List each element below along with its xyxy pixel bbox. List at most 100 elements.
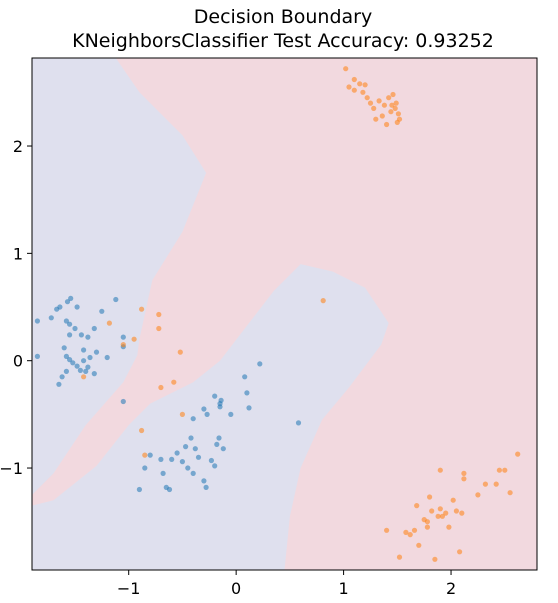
point-class-0 (214, 441, 220, 447)
point-class-1 (343, 66, 349, 72)
point-class-1 (384, 121, 390, 128)
point-class-1 (414, 503, 420, 509)
x-tick-label: 0 (231, 579, 241, 598)
point-class-1 (357, 81, 363, 87)
x-tick-label: 1 (339, 579, 349, 598)
point-class-0 (91, 325, 97, 332)
point-class-1 (396, 554, 403, 560)
point-class-0 (57, 304, 63, 310)
x-tick-label: 2 (446, 579, 456, 598)
point-class-1 (376, 98, 382, 104)
point-class-0 (83, 368, 89, 374)
point-class-1 (407, 532, 413, 538)
point-class-1 (371, 105, 377, 111)
point-class-0 (68, 295, 74, 301)
point-class-0 (34, 353, 41, 359)
point-class-1 (411, 527, 418, 533)
point-class-0 (61, 345, 67, 351)
point-class-1 (424, 519, 430, 525)
x-axis: −1 0 1 2 (117, 570, 456, 598)
point-class-0 (257, 361, 263, 367)
point-class-1 (362, 82, 368, 88)
point-class-1 (139, 427, 145, 434)
point-class-0 (169, 456, 175, 462)
point-class-0 (91, 371, 97, 377)
point-class-1 (439, 513, 445, 519)
point-class-0 (192, 446, 198, 452)
point-class-0 (174, 450, 180, 456)
data-points (34, 66, 521, 562)
y-axis: −1 0 1 2 (0, 137, 32, 478)
point-class-0 (201, 406, 207, 412)
point-class-1 (367, 100, 374, 106)
point-class-0 (136, 486, 142, 493)
point-class-0 (63, 368, 69, 374)
point-class-1 (142, 452, 148, 458)
point-class-1 (507, 490, 513, 496)
y-tick-label: 0 (13, 352, 23, 371)
point-class-0 (67, 321, 73, 327)
point-class-0 (208, 457, 214, 464)
point-class-1 (395, 111, 401, 117)
point-class-0 (120, 334, 126, 340)
point-class-1 (416, 542, 422, 548)
point-class-1 (346, 84, 352, 90)
point-class-1 (457, 549, 463, 555)
point-class-1 (390, 91, 396, 98)
point-class-0 (160, 470, 166, 476)
point-class-1 (396, 116, 403, 122)
point-class-0 (216, 435, 222, 441)
point-class-0 (185, 465, 191, 471)
point-class-0 (74, 304, 80, 310)
point-class-0 (228, 411, 234, 417)
point-class-1 (493, 481, 499, 487)
point-class-1 (435, 513, 441, 519)
point-class-0 (64, 299, 71, 305)
point-class-1 (156, 311, 162, 318)
point-class-0 (67, 357, 73, 363)
point-class-1 (381, 102, 387, 108)
point-class-1 (392, 105, 398, 111)
point-class-0 (85, 334, 91, 340)
point-class-1 (120, 342, 126, 348)
point-class-0 (218, 397, 224, 403)
point-class-1 (482, 481, 488, 487)
point-class-1 (379, 113, 385, 119)
point-class-1 (443, 510, 449, 516)
point-class-0 (204, 411, 210, 417)
region-class-0 (32, 58, 207, 495)
point-class-1 (351, 87, 357, 93)
point-class-1 (131, 336, 137, 342)
point-class-1 (177, 349, 183, 355)
point-class-1 (459, 510, 465, 516)
point-class-0 (166, 486, 173, 493)
point-class-0 (244, 390, 250, 396)
point-class-1 (453, 508, 459, 514)
point-class-1 (386, 95, 392, 101)
point-class-1 (424, 524, 430, 530)
point-class-1 (320, 298, 326, 304)
point-class-0 (147, 452, 153, 458)
point-class-1 (450, 497, 456, 503)
plot-area (32, 58, 537, 570)
point-class-0 (72, 325, 78, 332)
point-class-1 (106, 320, 112, 326)
point-class-1 (446, 524, 452, 530)
point-class-1 (171, 379, 177, 385)
point-class-0 (77, 367, 83, 373)
point-class-0 (56, 381, 62, 387)
chart-subtitle: KNeighborsClassifier Test Accuracy: 0.93… (72, 30, 494, 52)
point-class-1 (427, 494, 433, 500)
point-class-1 (388, 109, 394, 115)
point-class-1 (432, 556, 438, 562)
y-tick-label: 2 (13, 137, 23, 156)
point-class-0 (74, 363, 80, 369)
point-class-1 (179, 411, 185, 417)
point-class-0 (63, 353, 69, 359)
point-class-0 (188, 435, 194, 441)
point-class-1 (437, 506, 443, 512)
point-class-1 (403, 529, 409, 536)
point-class-0 (201, 478, 207, 484)
point-class-0 (104, 354, 110, 361)
